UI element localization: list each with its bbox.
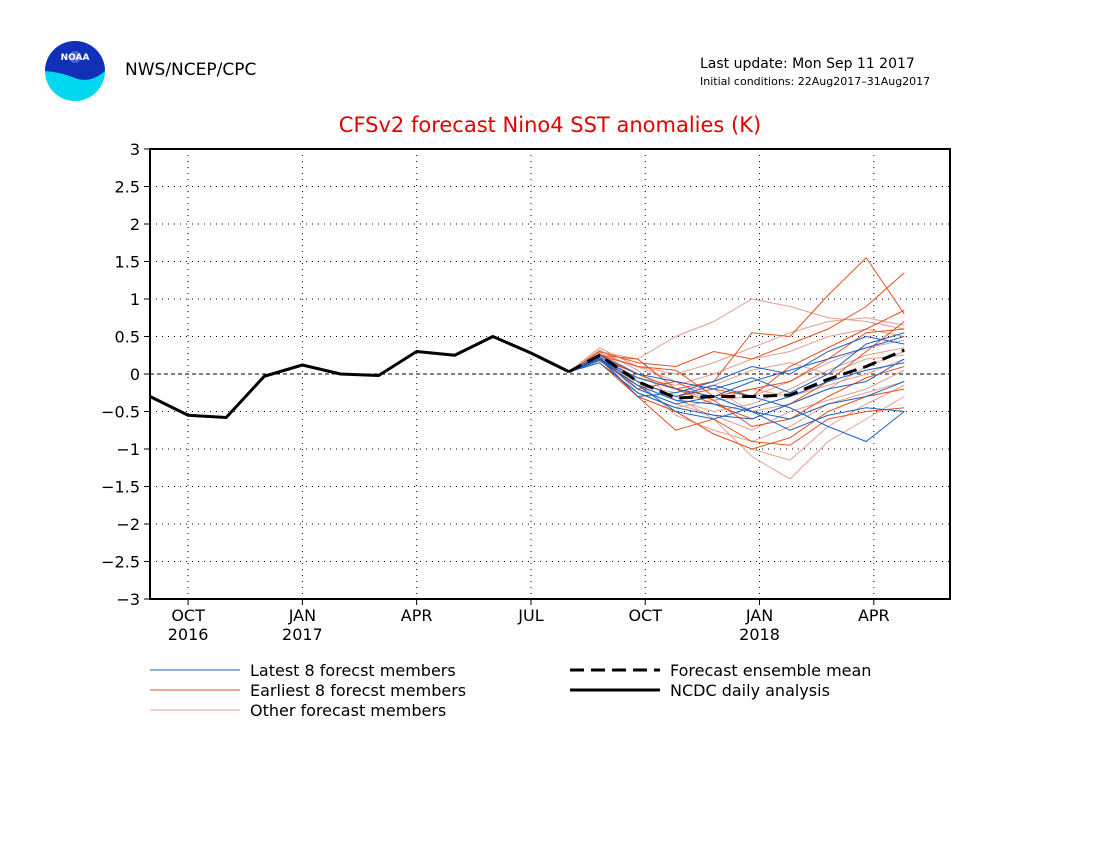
member-latest-line xyxy=(568,358,905,431)
member-latest-line xyxy=(568,359,905,420)
y-tick-label: −2.5 xyxy=(101,553,140,572)
chart-title: CFSv2 forecast Nino4 SST anomalies (K) xyxy=(338,113,762,137)
member-other-line xyxy=(568,328,905,386)
x-tick-year-label: 2018 xyxy=(739,625,780,644)
noaa-logo-icon: NOAA xyxy=(45,41,105,101)
svg-text:NOAA: NOAA xyxy=(61,53,90,63)
member-earliest-line xyxy=(568,321,905,420)
member-earliest-line xyxy=(568,362,905,450)
initial-conditions-label: Initial conditions: 22Aug2017–31Aug2017 xyxy=(700,75,931,88)
x-tick-label: JAN xyxy=(288,606,316,625)
y-tick-label: −0.5 xyxy=(101,403,140,422)
legend-label-earliest: Earliest 8 forecst members xyxy=(250,681,466,700)
member-earliest-line xyxy=(568,272,905,373)
legend-label-other: Other forecast members xyxy=(250,701,446,720)
y-tick-label: 2 xyxy=(130,215,140,234)
y-tick-label: 1 xyxy=(130,290,140,309)
legend-label-analysis: NCDC daily analysis xyxy=(670,681,830,700)
legend-label-latest: Latest 8 forecst members xyxy=(250,661,456,680)
y-tick-label: 0.5 xyxy=(115,328,140,347)
member-other-line xyxy=(568,339,905,401)
y-tick-label: 2.5 xyxy=(115,178,140,197)
y-tick-label: −1 xyxy=(116,440,140,459)
x-tick-label: APR xyxy=(858,606,890,625)
member-latest-line xyxy=(568,358,905,443)
y-tick-label: 3 xyxy=(130,140,140,159)
member-earliest-line xyxy=(568,328,905,398)
x-tick-year-label: 2016 xyxy=(168,625,209,644)
x-tick-label: JUL xyxy=(517,606,543,625)
ensemble-mean-line xyxy=(568,348,905,400)
y-tick-label: −2 xyxy=(116,515,140,534)
member-latest-line xyxy=(568,335,905,398)
member-latest-line xyxy=(568,358,905,420)
ncdc-analysis-line xyxy=(149,335,570,419)
x-tick-label: APR xyxy=(401,606,433,625)
member-other-line xyxy=(568,350,905,443)
member-latest-line xyxy=(568,332,905,394)
last-update-label: Last update: Mon Sep 11 2017 xyxy=(700,56,915,72)
y-tick-label: −1.5 xyxy=(101,478,140,497)
x-tick-label: OCT xyxy=(628,606,662,625)
y-tick-label: 1.5 xyxy=(115,253,140,272)
legend-label-mean: Forecast ensemble mean xyxy=(670,661,871,680)
x-tick-label: JAN xyxy=(745,606,773,625)
x-tick-label: OCT xyxy=(171,606,205,625)
agency-label: NWS/NCEP/CPC xyxy=(125,60,257,80)
x-tick-year-label: 2017 xyxy=(282,625,323,644)
y-tick-label: −3 xyxy=(116,590,140,609)
member-other-line xyxy=(568,353,905,409)
y-tick-label: 0 xyxy=(130,365,140,384)
